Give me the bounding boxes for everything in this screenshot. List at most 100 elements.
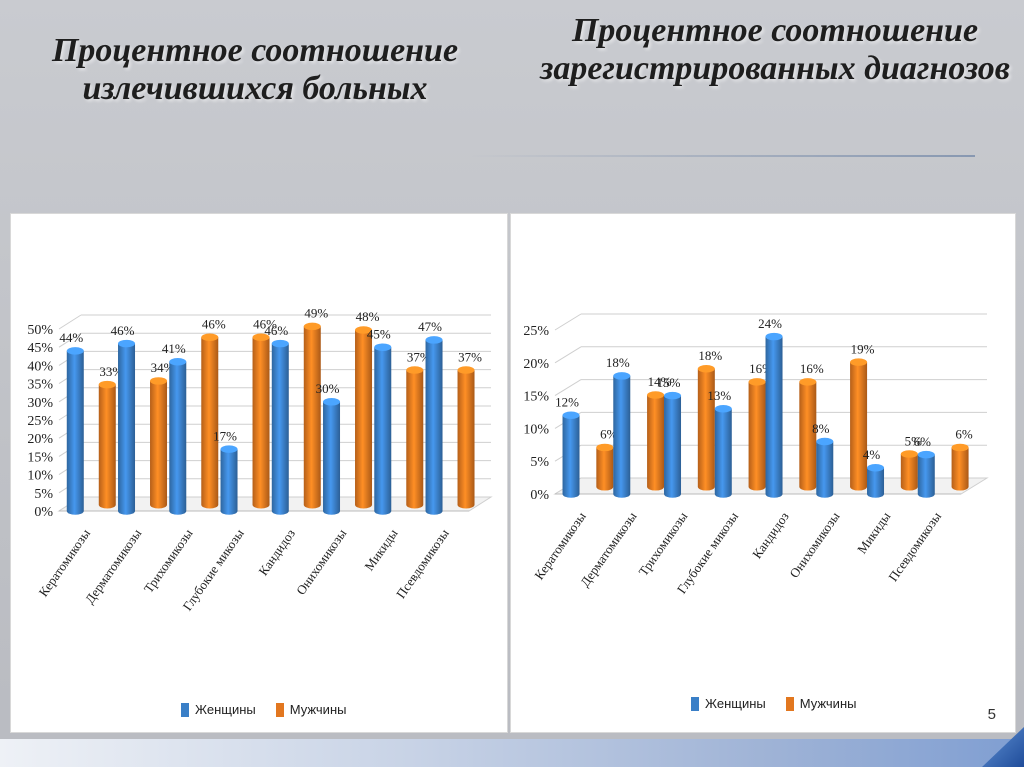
left-chart-title: Процентное соотношение излечившихся боль… [51, 32, 459, 108]
legend-label-men: Мужчины [289, 702, 347, 717]
bar-men-top [850, 358, 868, 366]
bar-women-group [816, 437, 834, 498]
cured-patients-chart-svg: 0% 5% 10% 15% 20% 25% 30% 35% 40% 45% 50% 33% 44% Кер… [27, 306, 493, 613]
bar-women-group [562, 411, 580, 498]
y-tick-label: 50% [27, 323, 53, 338]
bar-men-group [850, 358, 868, 491]
y-tick-label: 30% [27, 396, 53, 411]
legend-label-women: Женщины [705, 696, 766, 711]
bar-women-top [714, 404, 732, 413]
bar-women [169, 361, 187, 515]
registered-diagnoses-chart-svg: 0%5%10%15%20%25%6%12%Кератомикозы14%18%Д… [523, 313, 989, 596]
data-label: 19% [851, 341, 875, 356]
bar-men-group [900, 450, 918, 491]
x-tick-label: Микиды [854, 509, 893, 556]
bar-men-top [799, 378, 817, 386]
y-tick-label: 5% [530, 455, 549, 470]
bar-men-top [748, 378, 766, 386]
data-label: 46% [111, 323, 135, 338]
bar-men [748, 381, 766, 491]
bar-men-top [303, 322, 321, 331]
bar-women-top [562, 411, 580, 420]
legend-label-women: Женщины [195, 702, 256, 717]
x-tick-label: Кератомикозы [36, 526, 94, 599]
bar-women-top [323, 398, 341, 406]
y-tick-label: 0% [530, 488, 549, 503]
bar-women-top [374, 343, 392, 351]
bar-men-top [951, 443, 969, 452]
legend: Женщины Мужчины [181, 702, 346, 717]
data-label: 13% [707, 388, 731, 403]
women-swatch [181, 702, 189, 717]
bar-women [917, 454, 935, 498]
bar-women-group [714, 404, 732, 498]
bar-women [867, 467, 885, 498]
data-label: 16% [800, 361, 824, 376]
men-swatch [785, 696, 794, 711]
bar-men-top [596, 443, 614, 452]
x-tick-label: Кандидоз [255, 526, 298, 578]
data-label: 12% [555, 395, 579, 410]
x-tick-label: Онихомикозы [786, 509, 842, 581]
bar-men-top [900, 450, 918, 458]
x-tick-label: Кератомикозы [531, 509, 589, 582]
legend: Женщины Мужчины [691, 696, 856, 711]
decorative-line [470, 155, 975, 157]
data-label: 49% [304, 306, 328, 321]
data-label: 6% [914, 434, 932, 449]
bar-women-group [917, 450, 935, 498]
data-label: 30% [316, 381, 340, 396]
x-tick-label: Псевдомикозы [393, 526, 452, 601]
bar-women [613, 375, 631, 498]
data-label: 46% [264, 323, 288, 338]
bar-women-group [374, 343, 392, 515]
bar-men-top [697, 364, 715, 373]
gridline-side [554, 379, 582, 397]
bar-women-top [867, 464, 885, 472]
bar-men-group [406, 366, 424, 509]
bar-men [596, 447, 614, 491]
bar-women [374, 347, 392, 515]
bar-men [697, 368, 715, 491]
bar-men-group [596, 443, 614, 491]
right-chart-title: Процентное соотношение зарегистрированны… [540, 12, 1010, 88]
bar-women [220, 449, 238, 515]
y-tick-label: 10% [523, 422, 549, 437]
bar-men [252, 337, 270, 509]
x-tick-label: Псевдомикозы [885, 509, 944, 584]
women-swatch [691, 696, 699, 711]
bar-men-group [355, 326, 373, 509]
bar-men [951, 447, 969, 491]
data-label: 41% [162, 341, 186, 356]
registered-diagnoses-chart: 0% 5% 10% 15% 20% 25% 6% 12% Кератомикозы 14% 18% Д… [510, 213, 1016, 733]
bar-men [355, 329, 373, 509]
bar-men-group [457, 366, 475, 509]
bar-women-group [169, 358, 187, 515]
bar-men [457, 370, 475, 509]
bar-women-top [816, 437, 834, 446]
data-label: 46% [253, 317, 277, 332]
bar-women-top [613, 372, 631, 380]
bar-men-top [201, 333, 219, 341]
bar-men-top [252, 333, 270, 341]
bar-men [303, 326, 321, 509]
bar-men [150, 380, 168, 509]
data-label: 18% [606, 355, 630, 370]
y-tick-label: 20% [27, 432, 53, 447]
bar-women [765, 336, 783, 498]
data-label: 24% [758, 316, 782, 331]
bar-women-top [220, 445, 238, 453]
data-label: 48% [356, 309, 380, 324]
data-label: 44% [59, 330, 83, 345]
cured-patients-chart: 0% 5% 10% 15% 20% 25% 30% 35% 40% 45% 50% 33% 44% Кер… [10, 213, 508, 733]
bar-women-group [118, 339, 136, 515]
bar-men-top [406, 366, 424, 374]
legend-item-men: Мужчины [275, 702, 347, 717]
bar-women-group [867, 464, 885, 498]
bar-women [425, 339, 443, 515]
bar-women-group [220, 445, 238, 515]
bar-men [647, 394, 665, 491]
x-tick-label: Трихомикозы [635, 509, 690, 579]
bar-men-group [799, 378, 817, 491]
y-tick-label: 5% [34, 487, 53, 502]
